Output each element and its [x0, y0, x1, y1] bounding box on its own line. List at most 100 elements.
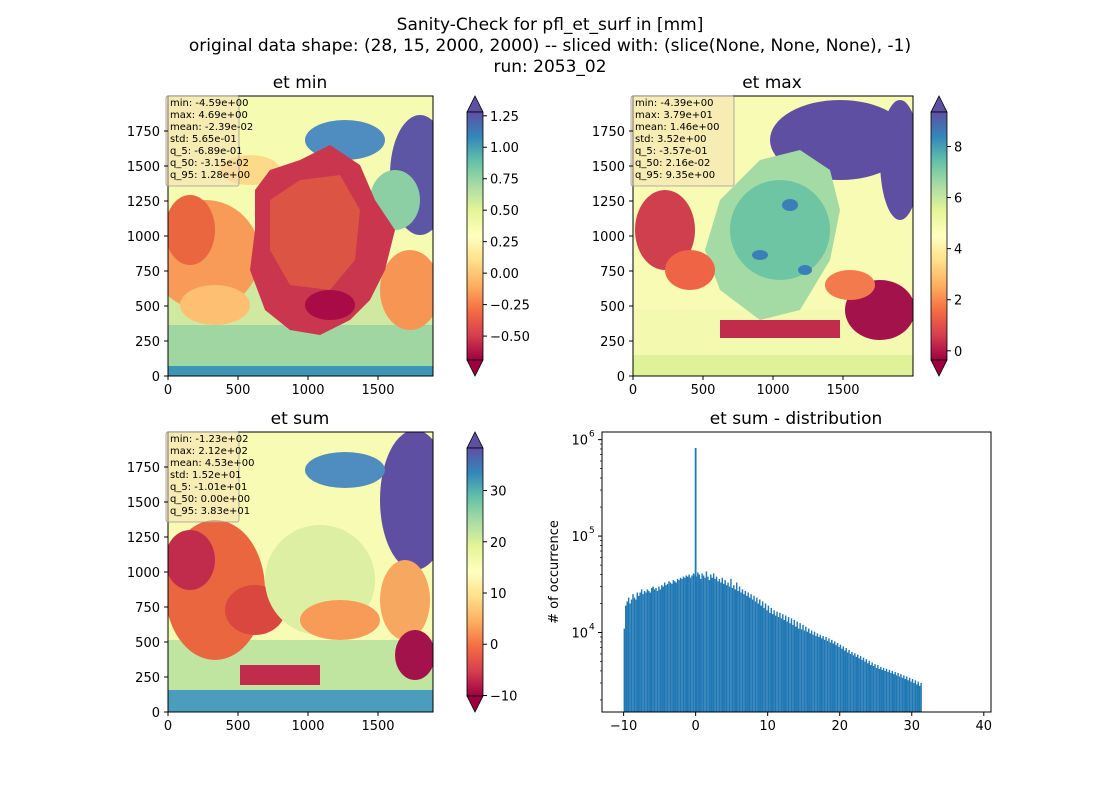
histogram-bar — [864, 661, 866, 712]
histogram-bar — [792, 624, 794, 712]
histogram-bar — [891, 670, 894, 712]
colorbar-tick-label: 6 — [954, 192, 962, 207]
histogram-bar — [868, 660, 870, 712]
histogram-bar — [815, 636, 817, 712]
histogram-bar — [669, 582, 672, 712]
y-tick-label: 1750 — [127, 461, 160, 476]
colorbar-tick-label: −0.25 — [490, 299, 530, 314]
histogram-bar — [761, 601, 764, 712]
x-tick-label: 500 — [226, 719, 251, 734]
x-axis: 0 500 1000 1500 — [164, 712, 395, 734]
stat-line: q_50: 0.00e+00 — [170, 494, 250, 505]
heatmap-image — [168, 96, 433, 376]
y-tick-label: 1500 — [592, 160, 625, 175]
x-axis: 0 500 1000 1500 — [164, 376, 395, 398]
stats-box: min: -4.39e+00 max: 3.79e+01 mean: 1.46e… — [630, 95, 735, 187]
histogram-bar — [701, 573, 703, 712]
histogram-bar — [645, 592, 647, 712]
histogram-bar — [655, 587, 657, 712]
histogram-bar — [627, 597, 630, 712]
histogram-bar — [750, 594, 752, 712]
histogram-bar — [658, 586, 660, 712]
histogram-bar — [738, 586, 741, 712]
colorbar-ticks: 8 6 4 2 0 — [947, 140, 962, 360]
histogram-bar — [865, 659, 868, 712]
histogram-bar — [825, 636, 827, 712]
y-tick-label: 500 — [135, 300, 160, 315]
histogram-bar — [816, 633, 819, 712]
histogram-bar — [650, 587, 653, 712]
x-tick-label: 1000 — [291, 719, 324, 734]
histogram-bar — [699, 578, 702, 712]
figure-title-line-1: Sanity-Check for pfl_et_surf in [mm] — [397, 15, 704, 35]
figure-title-line-3: run: 2053_02 — [493, 57, 606, 77]
histogram-bar — [648, 590, 650, 712]
x-tick-label: 1500 — [361, 383, 394, 398]
y-tick-label: 250 — [135, 671, 160, 686]
stat-line: q_5: -1.01e+01 — [170, 482, 247, 493]
histogram-bar — [772, 614, 774, 712]
histogram-bar — [646, 589, 649, 712]
histogram-bar — [848, 649, 850, 712]
histogram-bar — [748, 597, 751, 712]
x-tick-label: 500 — [226, 383, 251, 398]
y-tick-label: 250 — [135, 335, 160, 350]
histogram-bar — [813, 631, 816, 712]
panel-et-max: et max min: -4.39e+00 max: 3.79e+01 mean… — [592, 73, 962, 398]
histogram-bar — [903, 675, 905, 712]
colorbar-tick-label: 1.25 — [490, 110, 519, 125]
histogram-bar — [839, 644, 842, 712]
x-tick-label: 1500 — [826, 383, 859, 398]
colorbar-tick-label: 30 — [490, 485, 507, 500]
histogram-bar — [780, 618, 783, 712]
histogram-bar — [656, 590, 659, 712]
histogram-bar — [744, 590, 747, 712]
histogram-bar — [705, 571, 708, 712]
histogram-bar — [920, 682, 922, 712]
histogram-bar — [901, 677, 904, 712]
histogram-bar — [803, 630, 806, 712]
histogram-bar — [675, 582, 677, 712]
y-tick-label: 1250 — [127, 195, 160, 210]
histogram-bar — [867, 663, 869, 712]
y-tick-label: 1000 — [127, 230, 160, 245]
histogram-bar — [881, 669, 883, 712]
histogram-bar — [916, 684, 918, 712]
y-tick-label: 10 — [571, 434, 588, 449]
x-axis: 0 500 1000 1500 — [629, 376, 860, 398]
histogram-bar — [691, 575, 693, 712]
histogram-bar — [826, 640, 829, 712]
histogram-bar — [737, 590, 739, 712]
histogram-bar — [849, 653, 852, 712]
histogram-bar — [751, 599, 754, 712]
histogram-bar — [681, 578, 683, 712]
histogram-bar — [838, 646, 840, 712]
histogram-bar — [877, 665, 879, 712]
stat-line: mean: 1.46e+00 — [635, 122, 719, 133]
histogram-bar — [905, 676, 908, 712]
histogram-bar — [829, 642, 832, 712]
histogram-bar — [917, 681, 919, 712]
stat-line: q_50: -3.15e-02 — [170, 158, 249, 169]
y-axis: 0 250 500 750 1000 1250 1500 1750 — [127, 461, 168, 721]
y-tick-label: 0 — [152, 706, 160, 721]
histogram-bar — [687, 576, 689, 712]
histogram-bar — [784, 615, 787, 712]
stats-box: min: -1.23e+02 max: 2.12e+02 mean: 4.53e… — [165, 431, 254, 523]
histogram-bar — [797, 628, 800, 712]
histogram-bar — [913, 682, 915, 712]
figure-title-line-2: original data shape: (28, 15, 2000, 2000… — [189, 36, 911, 56]
x-tick-label: 500 — [691, 383, 716, 398]
histogram-bar — [836, 642, 839, 712]
x-tick-label: 40 — [976, 719, 993, 734]
stat-line: max: 2.12e+02 — [170, 446, 248, 457]
x-tick-label: −10 — [610, 719, 637, 734]
histogram-bar — [773, 610, 775, 712]
histogram-bar — [796, 621, 798, 712]
colorbar-tick-label: 0 — [490, 638, 498, 653]
histogram-bar — [688, 574, 690, 712]
histogram-bar — [639, 592, 641, 712]
histogram-bar — [888, 669, 891, 712]
x-axis: −10 0 10 20 30 40 — [610, 712, 992, 734]
histogram-bar — [640, 589, 643, 712]
